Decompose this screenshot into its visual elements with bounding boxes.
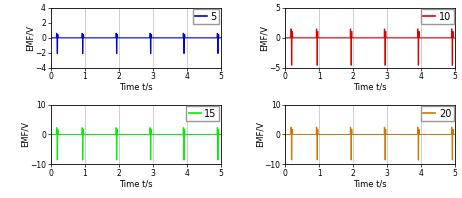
X-axis label: Time t/s: Time t/s <box>119 180 152 188</box>
Legend: 10: 10 <box>421 9 454 24</box>
X-axis label: Time t/s: Time t/s <box>353 83 387 92</box>
Legend: 20: 20 <box>421 106 454 121</box>
Y-axis label: EMF/V: EMF/V <box>260 25 269 51</box>
Y-axis label: EMF/V: EMF/V <box>26 25 35 51</box>
Legend: 15: 15 <box>187 106 219 121</box>
X-axis label: Time t/s: Time t/s <box>119 83 152 92</box>
X-axis label: Time t/s: Time t/s <box>353 180 387 188</box>
Y-axis label: EMF/V: EMF/V <box>255 122 264 148</box>
Legend: 5: 5 <box>193 9 219 24</box>
Y-axis label: EMF/V: EMF/V <box>21 122 30 148</box>
